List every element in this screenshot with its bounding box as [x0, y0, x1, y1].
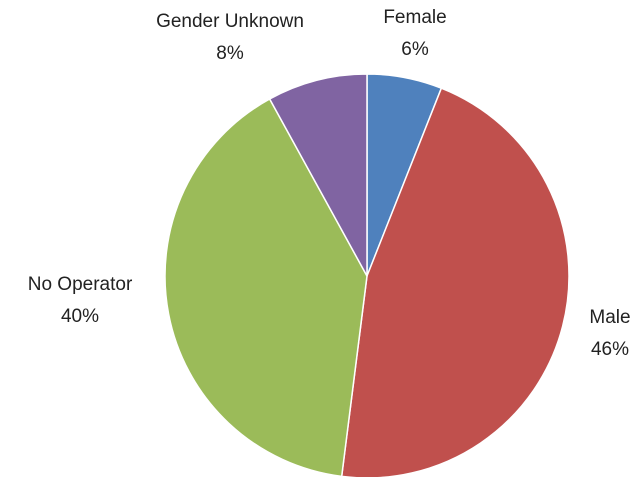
slice-label: Male — [589, 307, 630, 328]
slice-value-label: 6% — [401, 39, 429, 60]
pie-slice — [340, 87, 570, 479]
slice-label: No Operator — [28, 274, 133, 295]
pie-slice — [268, 73, 368, 277]
slice-label: Female — [383, 7, 446, 28]
slice-value-label: 8% — [216, 43, 244, 64]
slice-label: Gender Unknown — [156, 11, 304, 32]
pie-slice — [164, 97, 368, 478]
slice-value-label: 40% — [61, 306, 99, 327]
slice-value-label: 46% — [591, 339, 629, 360]
